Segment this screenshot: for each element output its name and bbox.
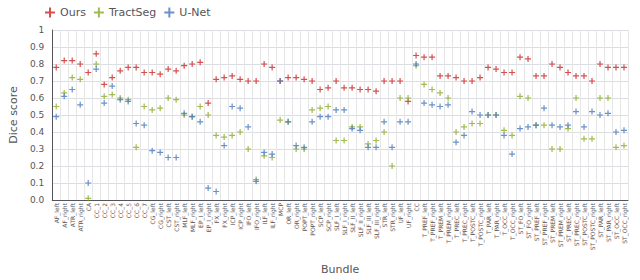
svg-text:Dice score: Dice score bbox=[7, 86, 20, 144]
svg-text:ATR_left: ATR_left bbox=[69, 202, 77, 227]
svg-text:CST_left: CST_left bbox=[165, 202, 173, 227]
svg-text:ST_FO_left: ST_FO_left bbox=[517, 202, 525, 234]
svg-text:Ours: Ours bbox=[60, 6, 86, 19]
svg-text:T_PAR_right: T_PAR_right bbox=[493, 202, 501, 239]
svg-text:POPT_left: POPT_left bbox=[301, 202, 309, 231]
svg-text:ILF_left: ILF_left bbox=[261, 202, 269, 224]
svg-text:SLF_III_right: SLF_III_right bbox=[373, 202, 381, 239]
svg-text:CC_7: CC_7 bbox=[141, 203, 149, 218]
svg-text:TractSeg: TractSeg bbox=[108, 6, 156, 19]
svg-text:FX_right: FX_right bbox=[221, 202, 229, 227]
svg-text:0.7: 0.7 bbox=[30, 76, 44, 86]
svg-text:CST_right: CST_right bbox=[173, 202, 181, 231]
svg-text:T_PREC_right: T_PREC_right bbox=[461, 202, 469, 243]
svg-text:UF_left: UF_left bbox=[397, 202, 405, 223]
svg-text:0.3: 0.3 bbox=[30, 144, 44, 154]
svg-text:ST_PREF_left: ST_PREF_left bbox=[533, 202, 541, 241]
svg-text:CC_5: CC_5 bbox=[125, 203, 133, 218]
svg-text:CC_2: CC_2 bbox=[101, 203, 109, 218]
svg-text:CC_1: CC_1 bbox=[93, 203, 101, 218]
svg-text:T_PREF_right: T_PREF_right bbox=[429, 202, 437, 242]
svg-text:OR_right: OR_right bbox=[293, 202, 301, 229]
svg-text:0.9: 0.9 bbox=[30, 42, 45, 52]
svg-text:SLF_II_right: SLF_II_right bbox=[357, 202, 365, 237]
svg-text:UF_right: UF_right bbox=[405, 202, 413, 228]
svg-text:Bundle: Bundle bbox=[321, 263, 360, 276]
svg-text:CC: CC bbox=[413, 203, 420, 211]
svg-text:0.2: 0.2 bbox=[30, 161, 44, 171]
svg-text:T_PREM_left: T_PREM_left bbox=[437, 202, 445, 240]
svg-text:ST_PREF_right: ST_PREF_right bbox=[541, 202, 549, 245]
svg-text:MCP: MCP bbox=[277, 203, 284, 216]
svg-text:ST_PREM_right: ST_PREM_right bbox=[557, 202, 565, 247]
svg-text:0.6: 0.6 bbox=[30, 93, 45, 103]
svg-text:IFO_right: IFO_right bbox=[253, 202, 261, 230]
svg-text:ST_PAR_left: ST_PAR_left bbox=[597, 202, 605, 237]
svg-text:SCP_left: SCP_left bbox=[317, 202, 325, 227]
svg-text:T_OCC_right: T_OCC_right bbox=[509, 202, 517, 241]
svg-text:ICP_right: ICP_right bbox=[237, 202, 245, 229]
svg-text:1: 1 bbox=[38, 25, 44, 35]
svg-text:ST_OCC_left: ST_OCC_left bbox=[613, 202, 621, 239]
svg-text:SLF_I_left: SLF_I_left bbox=[333, 202, 341, 231]
svg-text:SLF_II_left: SLF_II_left bbox=[349, 202, 357, 233]
svg-text:ST_POSTC_right: ST_POSTC_right bbox=[589, 202, 597, 250]
svg-text:ST_PREM_left: ST_PREM_left bbox=[549, 202, 557, 243]
svg-text:STR_left: STR_left bbox=[381, 202, 389, 227]
svg-text:T_PREC_left: T_PREC_left bbox=[453, 202, 461, 239]
svg-text:0.8: 0.8 bbox=[30, 59, 45, 69]
svg-text:0.5: 0.5 bbox=[30, 110, 44, 120]
svg-text:CA: CA bbox=[85, 202, 92, 211]
svg-text:ST_PREC_left: ST_PREC_left bbox=[565, 202, 573, 242]
svg-text:POPT_right: POPT_right bbox=[309, 202, 317, 235]
svg-text:ST_POSTC_left: ST_POSTC_left bbox=[581, 202, 589, 245]
svg-text:ATR_right: ATR_right bbox=[77, 202, 85, 231]
svg-text:CG_right: CG_right bbox=[157, 202, 165, 229]
svg-text:U-Net: U-Net bbox=[179, 6, 211, 19]
svg-text:IFO_left: IFO_left bbox=[245, 202, 253, 225]
svg-text:CC_6: CC_6 bbox=[133, 203, 141, 218]
svg-text:SLF_III_left: SLF_III_left bbox=[365, 202, 373, 234]
svg-text:ST_OCC_right: ST_OCC_right bbox=[621, 202, 629, 243]
svg-text:CC_4: CC_4 bbox=[117, 203, 125, 218]
svg-text:EP_I_left: EP_I_left bbox=[197, 202, 205, 228]
svg-text:ST_PAR_right: ST_PAR_right bbox=[605, 202, 613, 242]
svg-text:ST_PREC_right: ST_PREC_right bbox=[573, 202, 581, 246]
svg-text:SLF_I_right: SLF_I_right bbox=[341, 202, 349, 235]
svg-text:SCP_right: SCP_right bbox=[325, 202, 333, 231]
svg-text:T_PREM_right: T_PREM_right bbox=[445, 202, 453, 244]
svg-text:T_PREF_left: T_PREF_left bbox=[421, 202, 429, 238]
svg-text:0.4: 0.4 bbox=[30, 127, 45, 137]
svg-text:CC_3: CC_3 bbox=[109, 203, 117, 218]
svg-text:AF_right: AF_right bbox=[61, 202, 69, 227]
svg-text:CG_left: CG_left bbox=[149, 202, 157, 224]
svg-text:MLF_left: MLF_left bbox=[181, 202, 189, 227]
svg-text:ICP_left: ICP_left bbox=[229, 202, 237, 225]
svg-text:T_OCC_left: T_OCC_left bbox=[501, 202, 509, 236]
svg-text:T_POSTC_right: T_POSTC_right bbox=[477, 202, 485, 247]
svg-text:FX_left: FX_left bbox=[213, 202, 221, 223]
svg-text:ILF_right: ILF_right bbox=[269, 202, 277, 228]
svg-text:0.1: 0.1 bbox=[30, 178, 44, 188]
svg-text:0.0: 0.0 bbox=[30, 195, 45, 205]
svg-text:AF_left: AF_left bbox=[53, 202, 61, 223]
svg-text:STR_right: STR_right bbox=[389, 202, 397, 231]
svg-text:EP_I_right: EP_I_right bbox=[205, 202, 213, 232]
svg-text:T_POSTC_left: T_POSTC_left bbox=[469, 202, 477, 243]
svg-text:MLF_right: MLF_right bbox=[189, 202, 197, 232]
svg-text:T_PAR_left: T_PAR_left bbox=[485, 202, 493, 235]
svg-text:OR_left: OR_left bbox=[285, 202, 293, 224]
svg-text:ST_FO_right: ST_FO_right bbox=[525, 202, 533, 238]
